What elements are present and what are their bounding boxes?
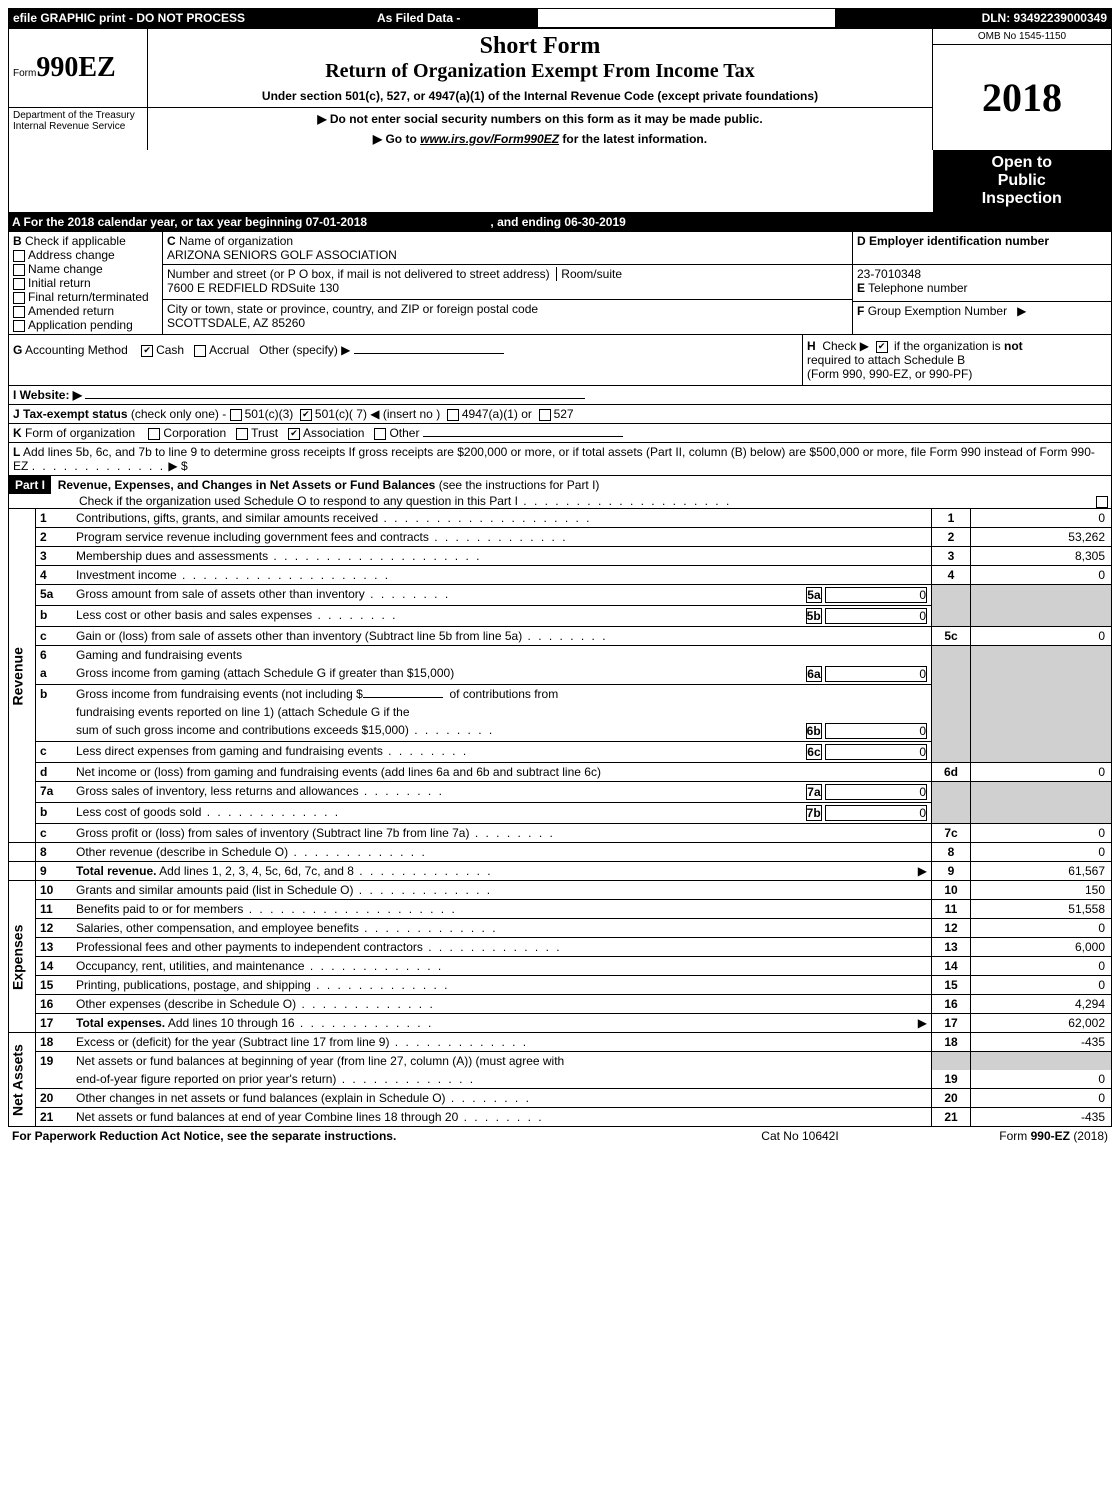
- ghijkl-block: G Accounting Method Cash Accrual Other (…: [8, 335, 1112, 476]
- trust-checkbox[interactable]: [236, 428, 248, 440]
- line-7c-val: 0: [971, 824, 1112, 843]
- line-15-val: 0: [971, 976, 1112, 995]
- line-6d-val: 0: [971, 763, 1112, 782]
- note-url: ▶ Go to www.irs.gov/Form990EZ for the la…: [156, 132, 924, 146]
- dept-label: Department of the Treasury: [13, 110, 143, 121]
- name-change-checkbox[interactable]: [13, 264, 25, 276]
- line-17-val: 62,002: [971, 1014, 1112, 1033]
- irs-label: Internal Revenue Service: [13, 121, 143, 132]
- line-3-val: 8,305: [971, 547, 1112, 566]
- assoc-checkbox[interactable]: [288, 428, 300, 440]
- 4947-checkbox[interactable]: [447, 409, 459, 421]
- ein: 23-7010348: [857, 267, 1107, 281]
- 527-checkbox[interactable]: [539, 409, 551, 421]
- cash-checkbox[interactable]: [141, 345, 153, 357]
- footer-mid: Cat No 10642I: [696, 1127, 904, 1145]
- form-header: Form990EZ Short Form Return of Organizat…: [8, 28, 1112, 213]
- short-form-title: Short Form: [156, 33, 924, 60]
- line-12-val: 0: [971, 919, 1112, 938]
- line-16-val: 4,294: [971, 995, 1112, 1014]
- footer-left: For Paperwork Reduction Act Notice, see …: [8, 1127, 696, 1145]
- dln-label: DLN: 93492239000349: [836, 9, 1112, 28]
- line-1-val: 0: [971, 509, 1112, 528]
- h-checkbox[interactable]: [876, 341, 888, 353]
- line-5c-val: 0: [971, 627, 1112, 646]
- revenue-section-label: Revenue: [9, 509, 36, 843]
- header-bar: efile GRAPHIC print - DO NOT PROCESS As …: [8, 8, 1112, 28]
- info-block: B Check if applicable Address change Nam…: [8, 231, 1112, 335]
- subtitle: Under section 501(c), 527, or 4947(a)(1)…: [156, 89, 924, 103]
- line-18-val: -435: [971, 1033, 1112, 1052]
- main-table: Revenue 1 Contributions, gifts, grants, …: [8, 509, 1112, 1127]
- d-label: D Employer identification number: [857, 234, 1049, 248]
- line-19-val: 0: [971, 1070, 1112, 1089]
- a-ending: , and ending 06-30-2019: [490, 215, 625, 229]
- 501c-checkbox[interactable]: [300, 409, 312, 421]
- address-change-checkbox[interactable]: [13, 250, 25, 262]
- other-checkbox[interactable]: [374, 428, 386, 440]
- website-label: I Website: ▶: [13, 388, 82, 402]
- section-a: A For the 2018 calendar year, or tax yea…: [8, 213, 1112, 231]
- main-title: Return of Organization Exempt From Incom…: [156, 60, 924, 83]
- line-13-val: 6,000: [971, 938, 1112, 957]
- expenses-section-label: Expenses: [9, 881, 36, 1033]
- form-number: 990EZ: [36, 52, 115, 83]
- footer-right: Form 990-EZ (2018): [904, 1127, 1112, 1145]
- line-11-val: 51,558: [971, 900, 1112, 919]
- part1-header: Part I Revenue, Expenses, and Changes in…: [8, 476, 1112, 509]
- line-4-val: 0: [971, 566, 1112, 585]
- page-footer: For Paperwork Reduction Act Notice, see …: [8, 1127, 1112, 1145]
- line-2-val: 53,262: [971, 528, 1112, 547]
- 501c3-checkbox[interactable]: [230, 409, 242, 421]
- org-city: SCOTTSDALE, AZ 85260: [167, 316, 305, 330]
- application-pending-checkbox[interactable]: [13, 320, 25, 332]
- initial-return-checkbox[interactable]: [13, 278, 25, 290]
- omb-label: OMB No 1545-1150: [933, 29, 1112, 45]
- a-text: A For the 2018 calendar year, or tax yea…: [12, 215, 367, 229]
- line-14-val: 0: [971, 957, 1112, 976]
- org-name: ARIZONA SENIORS GOLF ASSOCIATION: [167, 248, 397, 262]
- form-prefix: Form: [13, 68, 36, 79]
- accrual-checkbox[interactable]: [194, 345, 206, 357]
- line-20-val: 0: [971, 1089, 1112, 1108]
- line-10-val: 150: [971, 881, 1112, 900]
- part1-schedule-o-checkbox[interactable]: [1096, 496, 1108, 508]
- part1-label: Part I: [9, 476, 51, 494]
- efile-label: efile GRAPHIC print - DO NOT PROCESS: [9, 9, 373, 28]
- line-21-val: -435: [971, 1108, 1112, 1127]
- corp-checkbox[interactable]: [148, 428, 160, 440]
- tax-year: 2018: [937, 74, 1107, 121]
- netassets-section-label: Net Assets: [9, 1033, 36, 1127]
- asfiled-label: As Filed Data -: [372, 9, 537, 28]
- line-9-val: 61,567: [971, 862, 1112, 881]
- line-8-val: 0: [971, 843, 1112, 862]
- open-inspection: Open to Public Inspection: [933, 150, 1112, 213]
- note-ssn: ▶ Do not enter social security numbers o…: [156, 112, 924, 126]
- final-return-checkbox[interactable]: [13, 292, 25, 304]
- amended-return-checkbox[interactable]: [13, 306, 25, 318]
- org-address: 7600 E REDFIELD RDSuite 130: [167, 281, 339, 295]
